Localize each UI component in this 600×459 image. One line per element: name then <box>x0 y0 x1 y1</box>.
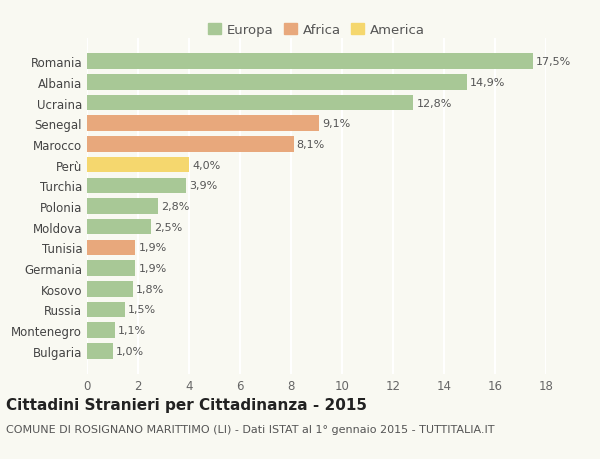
Bar <box>87 95 413 111</box>
Legend: Europa, Africa, America: Europa, Africa, America <box>203 19 430 42</box>
Text: Cittadini Stranieri per Cittadinanza - 2015: Cittadini Stranieri per Cittadinanza - 2… <box>6 397 367 412</box>
Bar <box>87 261 136 276</box>
Bar <box>87 199 158 214</box>
Bar <box>87 219 151 235</box>
Text: 2,5%: 2,5% <box>154 222 182 232</box>
Bar <box>87 343 113 359</box>
Text: 1,5%: 1,5% <box>128 305 157 315</box>
Text: 17,5%: 17,5% <box>536 57 572 67</box>
Text: 1,0%: 1,0% <box>116 346 143 356</box>
Text: COMUNE DI ROSIGNANO MARITTIMO (LI) - Dati ISTAT al 1° gennaio 2015 - TUTTITALIA.: COMUNE DI ROSIGNANO MARITTIMO (LI) - Dat… <box>6 425 494 435</box>
Text: 9,1%: 9,1% <box>322 119 350 129</box>
Text: 12,8%: 12,8% <box>416 98 452 108</box>
Bar <box>87 137 293 152</box>
Bar <box>87 75 467 90</box>
Text: 1,1%: 1,1% <box>118 325 146 336</box>
Bar <box>87 323 115 338</box>
Text: 1,8%: 1,8% <box>136 284 164 294</box>
Bar <box>87 178 187 194</box>
Text: 4,0%: 4,0% <box>192 160 220 170</box>
Text: 2,8%: 2,8% <box>161 202 190 212</box>
Text: 3,9%: 3,9% <box>190 181 218 191</box>
Bar <box>87 302 125 318</box>
Text: 1,9%: 1,9% <box>139 263 167 274</box>
Text: 1,9%: 1,9% <box>139 243 167 253</box>
Bar <box>87 116 319 132</box>
Text: 8,1%: 8,1% <box>296 140 325 150</box>
Bar <box>87 281 133 297</box>
Bar <box>87 240 136 256</box>
Text: 14,9%: 14,9% <box>470 78 505 88</box>
Bar <box>87 157 189 173</box>
Bar <box>87 54 533 70</box>
